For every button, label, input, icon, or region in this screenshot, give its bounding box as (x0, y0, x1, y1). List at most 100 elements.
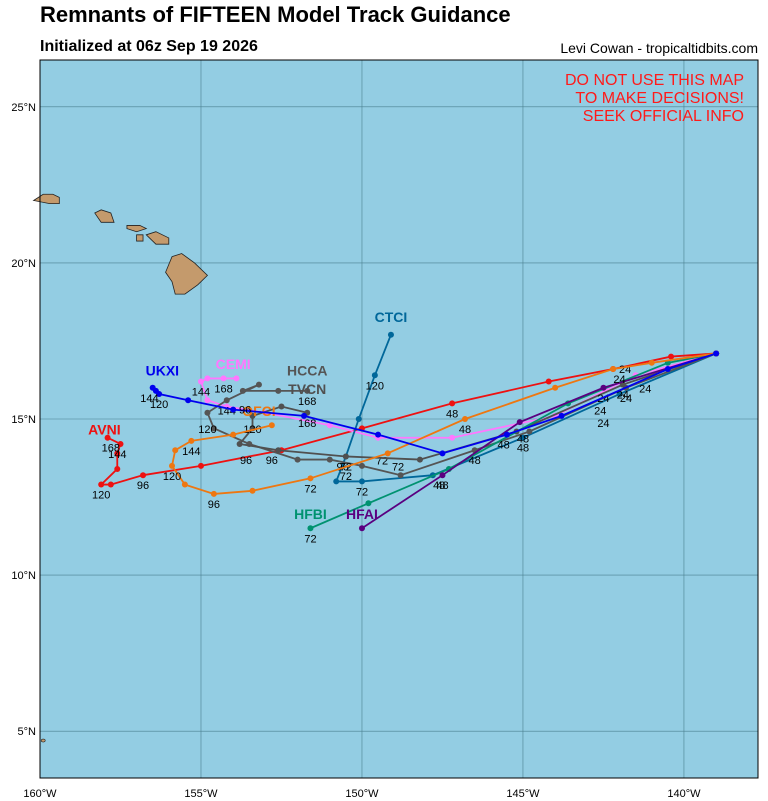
island-shape (145, 231, 170, 245)
track-point-hcca (255, 381, 262, 388)
track-point-tvcn (416, 456, 423, 463)
track-point-ukxi (185, 397, 192, 404)
forecast-hour-label: 72 (304, 533, 316, 545)
model-name-label: AVNI (88, 422, 120, 438)
forecast-hour-label: 144 (182, 446, 200, 458)
forecast-hour-label: 168 (298, 418, 316, 430)
x-tick-label: 155°W (184, 788, 218, 800)
track-point-ukxi (375, 431, 382, 438)
track-point-avni (104, 434, 111, 441)
x-tick-label: 145°W (506, 788, 540, 800)
track-point-ofci (307, 475, 314, 482)
track-point-avni (197, 462, 204, 469)
track-point-avni (668, 353, 675, 360)
track-point-ukxi (149, 384, 156, 391)
track-point-ofci (384, 450, 391, 457)
forecast-hour-label: 72 (392, 462, 404, 474)
track-point-ofci (181, 481, 188, 488)
track-point-ukxi (558, 412, 565, 419)
track-point-ofci (188, 437, 195, 444)
island-shape (32, 193, 60, 205)
track-point-ctci (358, 478, 365, 485)
track-point-ctci (355, 416, 362, 422)
forecast-hour-label: 48 (459, 424, 471, 436)
model-name-label: HFAI (346, 506, 378, 522)
forecast-hour-label: 48 (517, 443, 529, 455)
track-point-avni (98, 481, 105, 488)
x-tick-label: 140°W (667, 788, 701, 800)
track-point-avni (107, 481, 114, 488)
model-name-label: CTCI (375, 309, 408, 325)
track-point-ctci (387, 331, 394, 338)
track-line-hcca (206, 352, 717, 477)
forecast-hour-label: 72 (304, 483, 316, 495)
forecast-hour-label: 168 (298, 396, 316, 408)
forecast-hour-label: 144 (108, 449, 126, 461)
model-name-label: HFBI (294, 506, 327, 522)
track-point-hfai (358, 525, 365, 532)
track-point-ofci (552, 384, 559, 391)
track-point-hcca (397, 472, 404, 479)
track-point-hcca (526, 428, 533, 435)
track-point-ukxi (301, 412, 308, 419)
track-point-ofci (268, 422, 275, 429)
track-point-ukxi (230, 406, 237, 413)
track-point-hcca (304, 387, 311, 394)
forecast-hour-label: 24 (639, 383, 651, 395)
track-point-ukxi (664, 366, 671, 373)
track-point-cemi (449, 434, 456, 441)
track-point-ofci (462, 416, 469, 422)
track-point-ofci (169, 462, 176, 469)
forecast-hour-label: 24 (613, 374, 625, 386)
warning-line-1: DO NOT USE THIS MAP (565, 72, 744, 89)
track-point-hcca (294, 456, 301, 463)
track-point-ukxi (439, 450, 446, 457)
track-point-avni (117, 440, 124, 447)
island-shape (126, 225, 148, 233)
forecast-hour-label: 24 (620, 393, 632, 405)
atoll-shape (40, 738, 46, 743)
model-name-label: OFCI (242, 403, 275, 419)
forecast-hour-label: 24 (597, 418, 609, 430)
track-point-tvcn (236, 440, 243, 447)
map-frame (39, 59, 759, 779)
y-tick-label: 15°N (11, 414, 36, 426)
track-point-ofci (610, 366, 617, 373)
forecast-hour-label: 48 (446, 408, 458, 420)
track-point-cemi (197, 378, 204, 385)
forecast-hour-label: 120 (366, 380, 384, 392)
island-shape (136, 234, 144, 242)
forecast-hour-label: 72 (340, 471, 352, 483)
y-tick-label: 25°N (11, 102, 36, 114)
track-point-cemi (220, 375, 227, 382)
forecast-hour-label: 144 (140, 393, 158, 405)
track-line-ctci (334, 334, 717, 483)
y-tick-label: 20°N (11, 258, 36, 270)
forecast-hour-label: 168 (214, 383, 232, 395)
forecast-hour-label: 96 (137, 480, 149, 492)
track-point-hfai (516, 419, 523, 426)
track-point-ofci (172, 447, 179, 454)
track-point-ofci (648, 359, 655, 366)
track-point-avni (114, 450, 121, 457)
forecast-hour-label: 120 (92, 490, 110, 502)
forecast-hour-label: 96 (208, 499, 220, 511)
page-title: Remnants of FIFTEEN Model Track Guidance (40, 2, 511, 27)
track-point-tvcn (275, 447, 282, 454)
x-tick-label: 150°W (345, 788, 379, 800)
track-point-cemi (326, 422, 333, 429)
forecast-hour-label: 48 (436, 480, 448, 492)
track-point-avni (114, 465, 121, 472)
forecast-hour-label: 72 (356, 486, 368, 498)
track-point-ofci (230, 431, 237, 438)
track-point-ukxi (503, 431, 510, 438)
track-point-hcca (326, 456, 333, 463)
track-point-ctci (519, 434, 526, 441)
track-point-hfai (600, 384, 607, 391)
track-point-ctci (333, 478, 340, 485)
warning-line-3: SEEK OFFICIAL INFO (582, 108, 744, 125)
track-point-avni (449, 400, 456, 407)
model-name-label: CEMI (216, 356, 251, 372)
track-point-hcca (223, 397, 230, 404)
track-point-tvcn (249, 412, 256, 419)
